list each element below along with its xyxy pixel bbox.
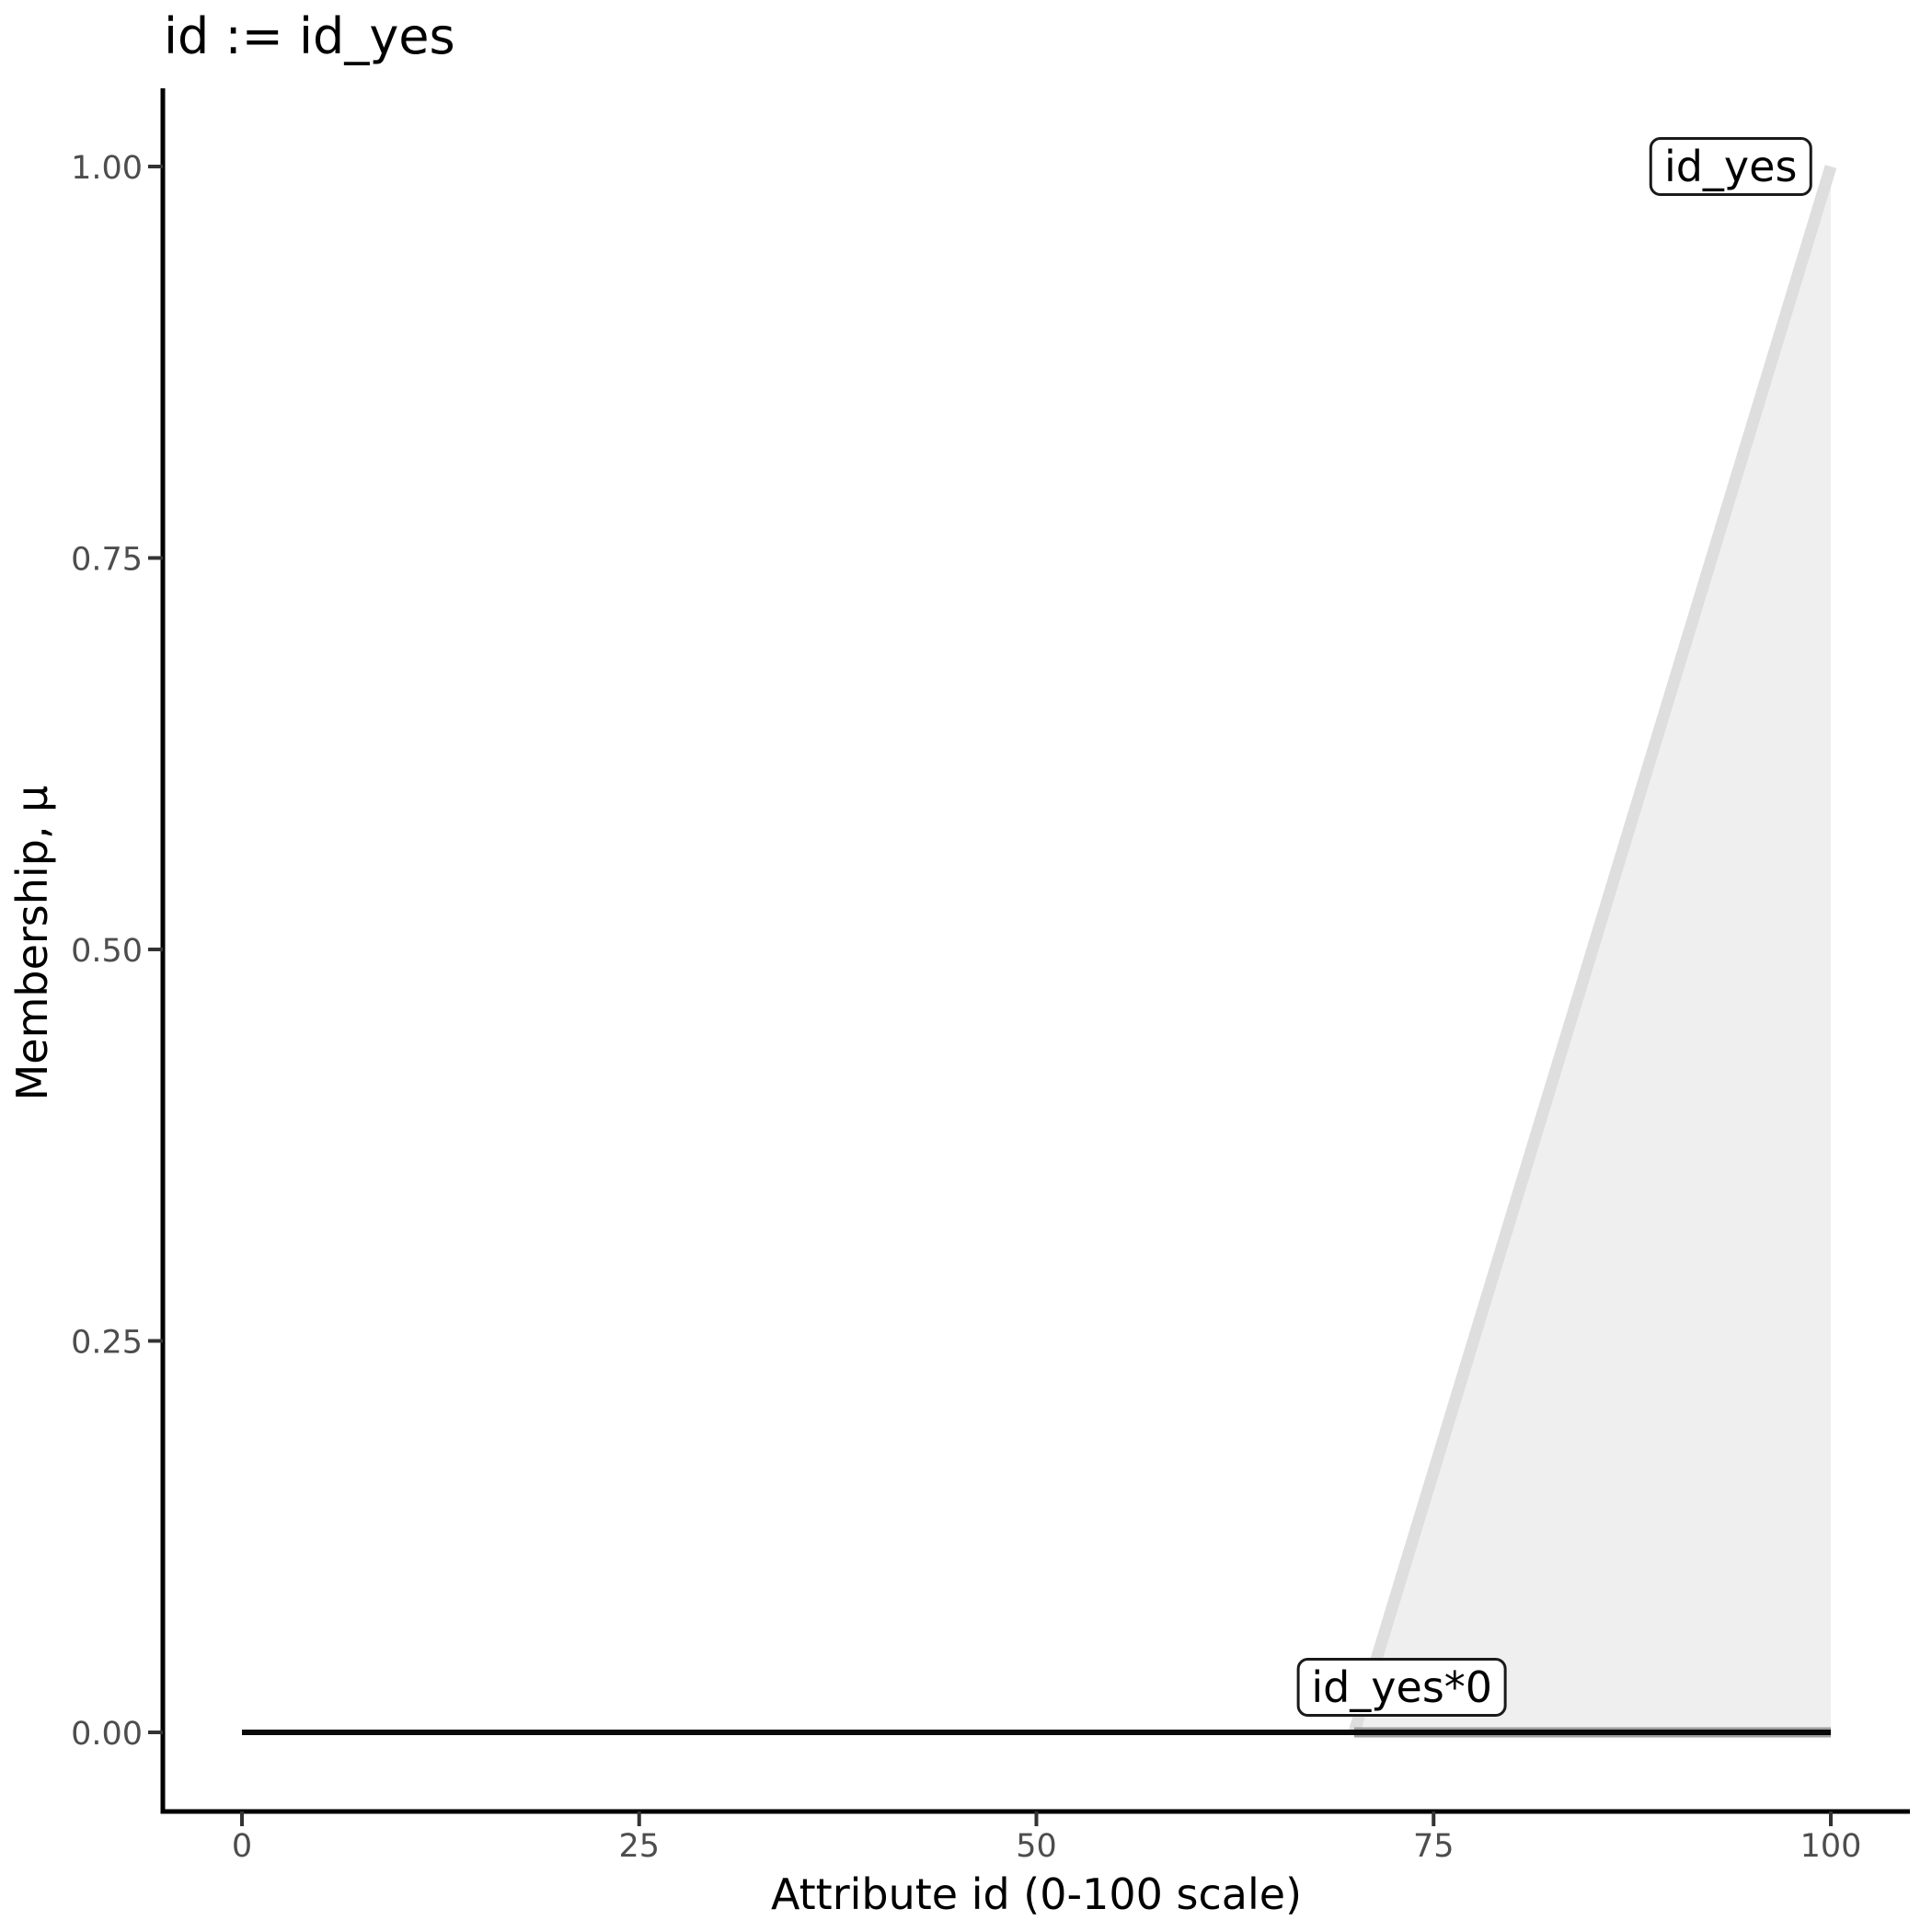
x-tick-label-75: 75 <box>1413 1828 1455 1865</box>
y-tick-label-0.50: 0.50 <box>71 933 143 970</box>
x-tick-label-50: 50 <box>1016 1828 1057 1865</box>
y-tick-label-1.00: 1.00 <box>71 150 143 187</box>
y-axis-title: Membership, μ <box>7 785 57 1101</box>
id_yes-line <box>1348 165 1837 1734</box>
x-tick-label-100: 100 <box>1800 1828 1862 1865</box>
plot-title: id := id_yes <box>164 7 455 65</box>
x-tick-label-25: 25 <box>618 1828 660 1865</box>
label-id-yes: id_yes <box>1649 137 1812 196</box>
label-id-yes-scaled: id_yes*0 <box>1296 1657 1508 1717</box>
x-tick-label-0: 0 <box>232 1828 252 1865</box>
y-tick-label-0.75: 0.75 <box>71 542 143 579</box>
y-tick-label-0.00: 0.00 <box>71 1716 143 1753</box>
x-axis-title: Attribute id (0-100 scale) <box>770 1869 1303 1919</box>
y-tick-label-0.25: 0.25 <box>71 1325 143 1362</box>
